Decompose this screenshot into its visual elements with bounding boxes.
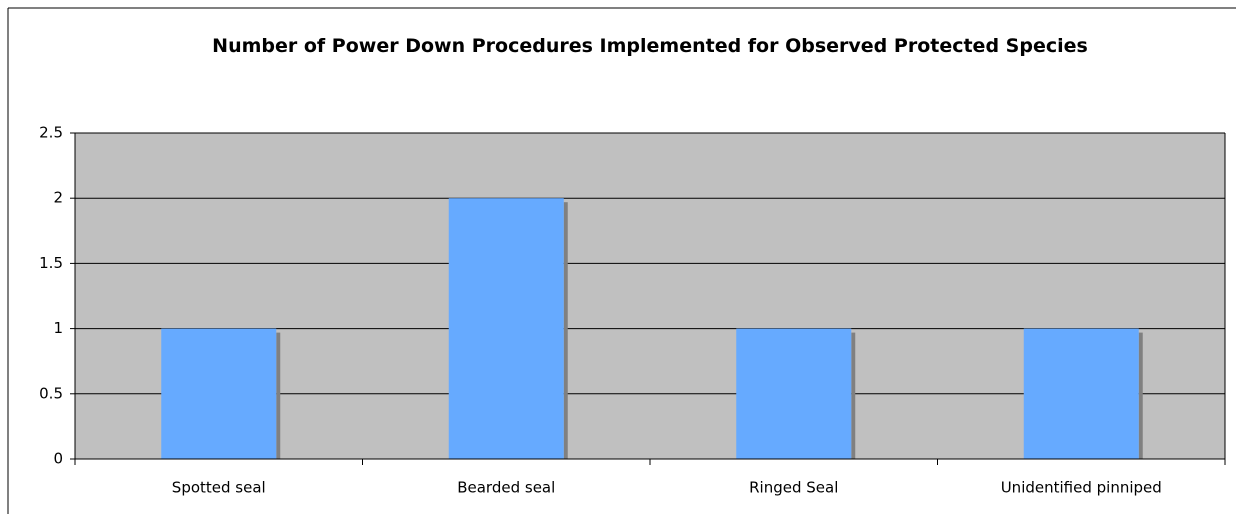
x-tick-label: Spotted seal: [172, 479, 266, 497]
bar-shadow: [276, 332, 281, 459]
y-tick-label: 2: [53, 189, 63, 207]
y-tick-label: 2.5: [39, 124, 63, 142]
bar: [736, 328, 852, 459]
bar: [161, 328, 277, 459]
y-tick-label: 0.5: [39, 384, 63, 402]
x-tick-label: Unidentified pinniped: [1001, 479, 1162, 497]
x-tick-label: Ringed Seal: [749, 479, 838, 497]
chart-title: Number of Power Down Procedures Implemen…: [212, 35, 1088, 57]
bar-shadow: [1138, 332, 1143, 459]
y-tick-label: 1: [53, 319, 63, 337]
y-tick-label: 0: [53, 450, 63, 468]
bar-shadow: [851, 332, 856, 459]
bar: [448, 198, 564, 459]
x-tick-label: Bearded seal: [457, 479, 555, 497]
bar-shadow: [563, 202, 568, 459]
bar: [1023, 328, 1139, 459]
y-tick-label: 1.5: [39, 254, 63, 272]
